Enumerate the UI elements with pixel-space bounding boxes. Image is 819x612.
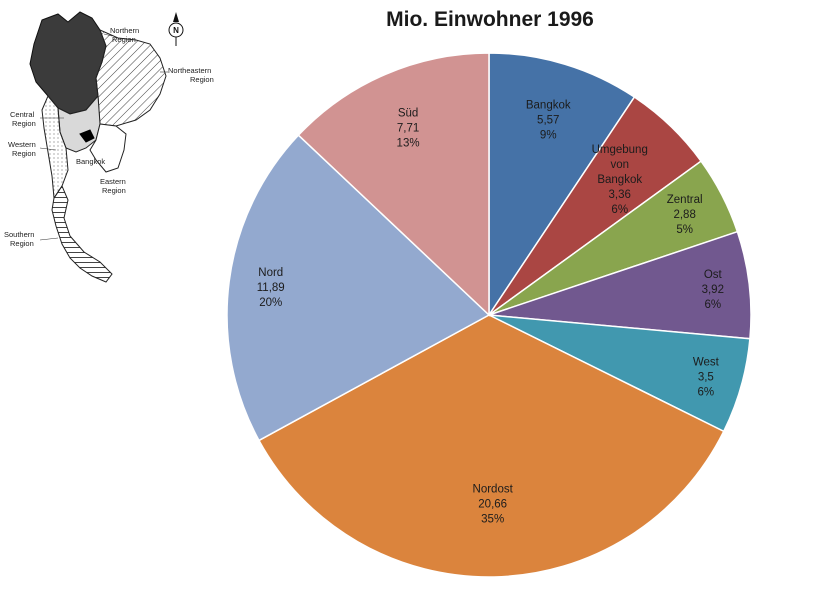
chart-title: Mio. Einwohner 1996 [386, 8, 594, 31]
region-map: Northern Region Northeastern Region Cent… [4, 11, 214, 283]
pie-slice-nordost [257, 314, 725, 578]
map-label-western-line2: Region [12, 149, 36, 158]
slice-label-s-d: Süd 7,71 13% [397, 107, 420, 149]
pie-slice-nord [226, 134, 491, 442]
map-label-eastern: Eastern [100, 177, 126, 186]
map-label-central-line2: Region [12, 119, 36, 128]
slice-label-bangkok: Bangkok 5,57 9% [526, 99, 571, 141]
pie-slice-bangkok [488, 52, 636, 318]
map-label-eastern-line2: Region [102, 186, 126, 195]
pie-slice-s-d [297, 52, 490, 317]
map-label-southern: Southern [4, 230, 34, 239]
slice-label-ost: Ost 3,92 6% [702, 269, 724, 311]
slice-label-west: West 3,5 6% [693, 356, 720, 398]
map-region-northeastern [95, 29, 167, 127]
slice-label-nord: Nord 11,89 20% [257, 267, 285, 309]
map-label-northern-line2: Region [112, 35, 136, 44]
map-region-southern [51, 184, 113, 283]
compass-icon: N [168, 12, 184, 46]
map-label-western: Western [8, 140, 36, 149]
map-label-southern-line2: Region [10, 239, 34, 248]
slice-label-umgebung-von-bangkok: Umgebung von Bangkok 3,36 6% [592, 144, 648, 216]
map-label-central: Central [10, 110, 35, 119]
map-label-northern: Northern [110, 26, 139, 35]
map-region-bangkok [79, 129, 95, 143]
compass-letter: N [173, 26, 179, 35]
slice-label-nordost: Nordost 20,66 35% [473, 484, 514, 526]
pie-slice-ost [488, 230, 752, 340]
map-label-northeastern: Northeastern [168, 66, 211, 75]
map-label-northeastern-line2: Region [190, 75, 214, 84]
map-region-eastern [89, 123, 127, 173]
map-label-bangkok: Bangkok [76, 157, 105, 166]
slice-label-zentral: Zentral 2,88 5% [667, 194, 703, 236]
